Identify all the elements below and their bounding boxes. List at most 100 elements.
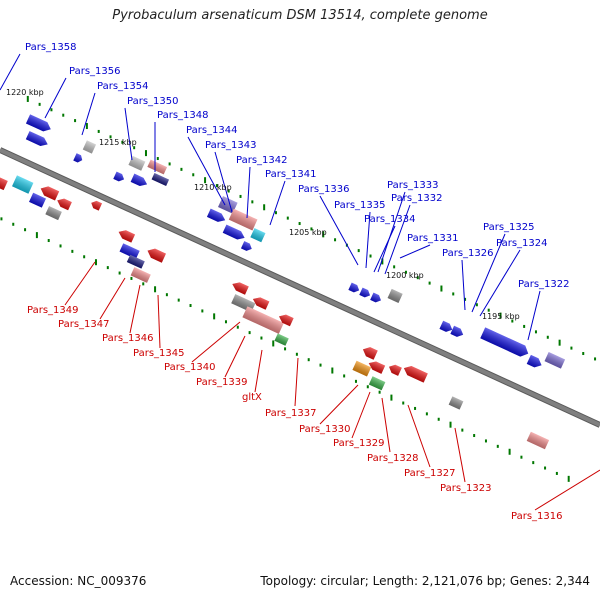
gene-label-line [399,244,431,259]
gene-feature [387,288,403,303]
gene-feature [57,198,72,211]
gene-shading [57,198,72,211]
gene-label-line [191,321,241,363]
gene-feature [403,366,428,383]
tick-mark [71,249,74,253]
scale-label: 1200 kbp [386,271,424,280]
tick-mark [248,331,251,335]
gene-feature [29,192,46,208]
tick-mark [213,313,216,320]
tick-mark [393,265,396,269]
gene-shading [222,224,245,240]
accession-text: Accession: NC_009376 [10,574,147,588]
tick-mark [425,412,428,416]
gene-shading [130,173,148,187]
gene-shading [526,431,550,450]
gene-label-line [157,294,161,349]
gene-feature [25,114,51,132]
gene-label-line [461,259,466,311]
gene-feature [274,333,289,346]
tick-mark [251,200,254,204]
gene-label: Pars_1332 [391,193,442,204]
tick-mark [274,211,277,215]
gene-label: Pars_1335 [334,200,385,211]
gene-feature [73,153,83,163]
gene-feature [222,224,245,240]
tick-mark [334,238,337,242]
tick-mark [133,146,136,150]
tick-mark [154,286,157,293]
tick-mark [461,428,464,432]
gene-label-line [294,357,299,407]
tick-mark [534,330,537,334]
gene-label-line [471,233,506,313]
tick-mark [12,222,15,226]
gene-label-line [214,151,233,213]
tick-mark [331,367,334,374]
gene-shading [73,153,83,163]
gene-label: Pars_1324 [496,238,547,249]
gene-feature [91,200,103,211]
tick-mark [582,352,585,356]
tick-mark [437,417,440,421]
gene-label: Pars_1347 [58,319,109,330]
gene-label: Pars_1330 [299,424,350,435]
genome-backbone [0,147,600,428]
gene-feature [151,172,170,187]
tick-mark [319,363,322,367]
tick-mark [263,204,266,211]
gene-feature [439,320,453,332]
gene-shading [232,282,249,295]
gene-label: Pars_1334 [364,214,415,225]
tick-mark [449,421,452,428]
tick-mark [310,227,313,231]
forward-gene-labels: Pars_1358 Pars_1356 Pars_1354 Pars_1350 … [25,42,569,290]
gene-label: Pars_1348 [157,110,208,121]
tick-mark [284,347,287,351]
gene-shading [252,297,270,310]
tick-mark [343,374,346,378]
gene-shading [242,306,284,334]
gene-label-line [99,277,126,320]
gene-shading [40,186,60,201]
gene-feature [250,228,266,243]
tick-mark [511,319,514,323]
tick-mark [484,439,487,443]
gene-label-line [527,290,541,341]
backbone-line [0,148,600,427]
gene-feature [526,354,542,368]
gene-label: Pars_1350 [127,96,178,107]
gene-shading [387,288,403,303]
gene-feature [450,325,464,337]
gene-label: Pars_1344 [186,125,237,136]
tick-mark [520,455,523,459]
gene-feature [240,241,252,251]
gene-shading [130,267,151,283]
tick-mark [532,461,535,465]
tick-mark [24,228,27,232]
tick-mark [487,308,490,312]
gene-shading [113,171,125,182]
tick-mark [192,173,195,177]
gene-label-line [269,180,286,226]
tick-mark [428,281,431,285]
gene-label-line [373,225,396,273]
gene-label: Pars_1340 [164,362,215,373]
tick-mark [224,320,227,324]
gene-label: Pars_1342 [236,155,287,166]
gene-shading [240,241,252,251]
tick-mark [165,293,168,297]
tick-mark [215,184,218,188]
reverse-gene-labels: Pars_1349 Pars_1347 Pars_1346 Pars_1345 … [27,305,562,522]
gene-label-line [381,397,391,453]
gene-shading [126,254,145,269]
gene-label-line [129,284,141,334]
gene-shading [91,200,103,211]
gene-label-line [81,92,96,136]
tick-mark [440,285,443,292]
gene-label-line [534,469,600,511]
gene-label-line [351,391,371,439]
gene-shading [448,396,464,410]
